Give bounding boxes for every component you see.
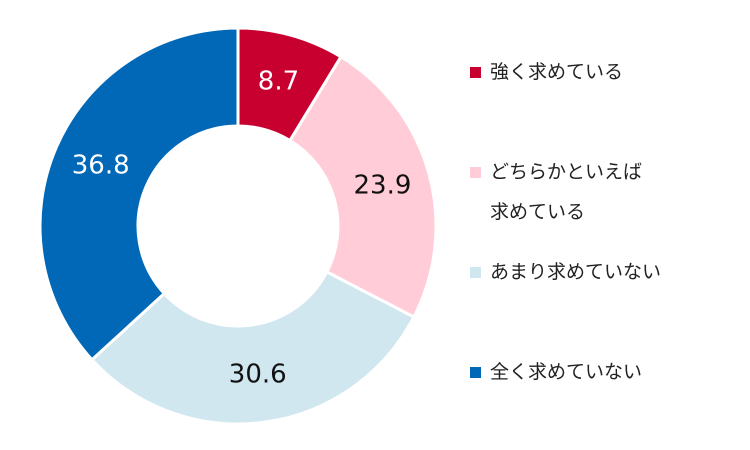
legend-swatch: [470, 67, 481, 78]
donut-slice-3: [38, 26, 240, 362]
legend-label: 強く求めている: [490, 61, 624, 83]
data-label-3: 36.8: [72, 151, 130, 181]
legend-swatch: [470, 267, 481, 278]
legend-item-not-much: あまり求めていない: [470, 252, 690, 292]
legend-swatch: [470, 367, 481, 378]
legend-label: あまり求めていない: [490, 261, 662, 283]
data-label-2: 30.6: [229, 360, 287, 390]
legend-item-strongly: 強く求めている: [470, 52, 690, 92]
donut-slice-1: [287, 54, 438, 320]
data-label-0: 8.7: [258, 67, 299, 97]
legend-swatch: [470, 167, 481, 178]
legend-item-not-at-all: 全く求めていない: [470, 352, 690, 392]
legend-item-somewhat: どちらかといえば 求めている: [470, 152, 690, 232]
legend-label: 全く求めていない: [490, 361, 643, 383]
data-label-1: 23.9: [353, 171, 411, 201]
legend-label: どちらかといえば 求めている: [490, 161, 643, 223]
donut-slice-2: [89, 269, 416, 426]
